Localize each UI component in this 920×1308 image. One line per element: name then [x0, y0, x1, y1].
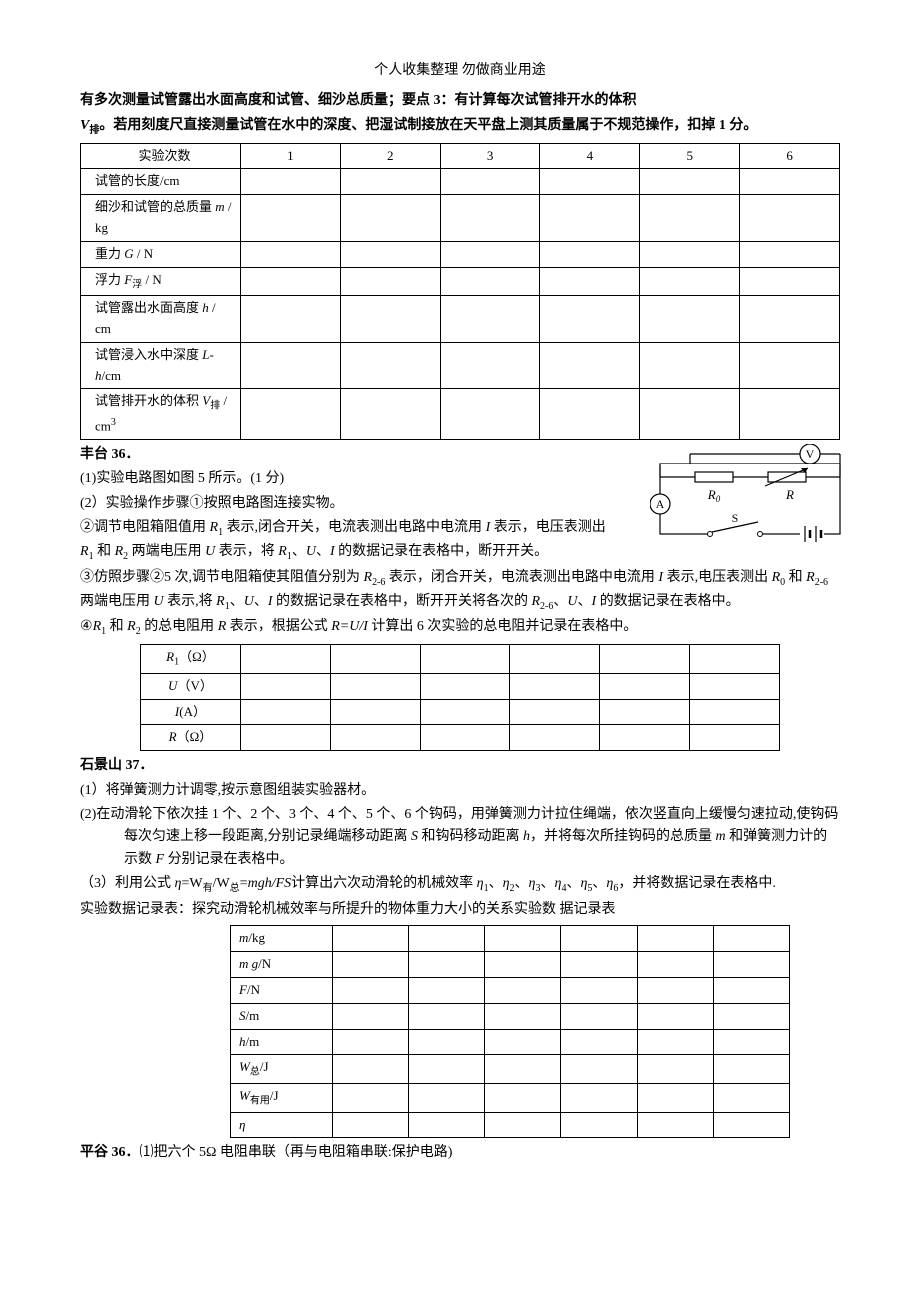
fengtai-l2: (2）实验操作步骤①按照电路图连接实物。 — [80, 493, 620, 515]
t1-r2: 细沙和试管的总质量 m / kg — [81, 195, 241, 242]
table-row: 重力 G / N — [81, 241, 840, 267]
t3-r0: m/kg — [231, 926, 333, 952]
table-row: 试管浸入水中深度 L-h/cm — [81, 342, 840, 389]
table-row: R（Ω） — [141, 725, 780, 751]
svg-text:A: A — [656, 497, 665, 511]
table-row: m/kg — [231, 926, 790, 952]
page-header: 个人收集整理 勿做商业用途 — [80, 60, 840, 82]
shijingshan-title: 石景山 37． — [80, 755, 840, 777]
t1-c2: 2 — [340, 143, 440, 169]
table-row: 实验次数 1 2 3 4 5 6 — [81, 143, 840, 169]
table-row: 试管排开水的体积 V排 / cm3 — [81, 389, 840, 440]
t1-c4: 4 — [540, 143, 640, 169]
pinggu-line: 平谷 36．⑴把六个 5Ω 电阻串联（再与电阻箱串联:保护电路) — [80, 1142, 840, 1164]
sjs-l3: （3）利用公式 η=W有/W总=mgh/FS计算出六次动滑轮的机械效率 η1、η… — [80, 873, 840, 897]
t3-r4: h/m — [231, 1029, 333, 1055]
fengtai-l5: ④R1 和 R2 的总电阻用 R 表示，根据公式 R=U/I 计算出 6 次实验… — [80, 616, 840, 640]
table-row: S/m — [231, 1003, 790, 1029]
t3-r1: m g/N — [231, 952, 333, 978]
t1-r1: 试管的长度/cm — [81, 169, 241, 195]
t1-r5: 试管露出水面高度 h / cm — [81, 296, 241, 343]
t2-r0: R1（Ω） — [141, 645, 241, 674]
v-sub: 排 — [89, 125, 99, 136]
svg-text:R0: R0 — [707, 487, 721, 504]
t1-r7: 试管排开水的体积 V排 / cm3 — [81, 389, 241, 440]
intro-line2-rest: 。若用刻度尺直接测量试管在水中的深度、把湿试制接放在天平盘上测其质量属于不规范操… — [99, 118, 757, 133]
t3-r6: W有用/J — [231, 1083, 333, 1112]
t3-r3: S/m — [231, 1003, 333, 1029]
sjs-l2: (2)在动滑轮下依次挂 1 个、2 个、3 个、4 个、5 个、6 个钩码，用弹… — [80, 804, 840, 871]
sjs-l1: (1）将弹簧测力计调零,按示意图组装实验器材。 — [80, 780, 840, 802]
circuit-diagram: V R0 R A S — [650, 444, 850, 554]
t1-r6: 试管浸入水中深度 L-h/cm — [81, 342, 241, 389]
pinggu-title: 平谷 36． — [80, 1145, 140, 1160]
svg-text:R: R — [785, 487, 794, 502]
table-row: W有用/J — [231, 1083, 790, 1112]
t3-r2: F/N — [231, 977, 333, 1003]
t1-c1: 1 — [241, 143, 341, 169]
svg-text:S: S — [732, 511, 739, 525]
t1-c3: 3 — [440, 143, 540, 169]
t1-r0-label: 实验次数 — [81, 143, 241, 169]
experiment-table-2: R1（Ω） U（V） I(A） R（Ω） — [140, 644, 780, 751]
v-symbol: V — [80, 118, 89, 133]
t2-r2: I(A） — [141, 699, 241, 725]
t1-c5: 5 — [640, 143, 740, 169]
experiment-table-1: 实验次数 1 2 3 4 5 6 试管的长度/cm 细沙和试管的总质量 m / … — [80, 143, 840, 440]
table-row: I(A） — [141, 699, 780, 725]
t1-r3: 重力 G / N — [81, 241, 241, 267]
table-row: R1（Ω） — [141, 645, 780, 674]
t2-r1: U（V） — [141, 673, 241, 699]
table-row: 浮力 F浮 / N — [81, 267, 840, 296]
t3-r5: W总/J — [231, 1055, 333, 1084]
pinggu-text: ⑴把六个 5Ω 电阻串联（再与电阻箱串联:保护电路) — [140, 1145, 453, 1160]
fengtai-l4: ③仿照步骤②5 次,调节电阻箱使其阻值分别为 R2-6 表示，闭合开关，电流表测… — [80, 567, 840, 615]
sjs-l4: 实验数据记录表：探究动滑轮机械效率与所提升的物体重力大小的关系实验数 据记录表 — [80, 899, 840, 921]
intro-line2: V排。若用刻度尺直接测量试管在水中的深度、把湿试制接放在天平盘上测其质量属于不规… — [80, 115, 840, 139]
table-row: U（V） — [141, 673, 780, 699]
t1-r4: 浮力 F浮 / N — [81, 267, 241, 296]
table-row: W总/J — [231, 1055, 790, 1084]
t1-c6: 6 — [740, 143, 840, 169]
table-row: h/m — [231, 1029, 790, 1055]
experiment-table-3: m/kg m g/N F/N S/m h/m W总/J W有用/J η — [230, 925, 790, 1138]
fengtai-l3: ②调节电阻箱阻值用 R1 表示,闭合开关，电流表测出电路中电流用 I 表示，电压… — [80, 517, 620, 565]
intro-line1: 有多次测量试管露出水面高度和试管、细沙总质量；要点 3：有计算每次试管排开水的体… — [80, 90, 840, 112]
table-row: η — [231, 1112, 790, 1138]
table-row: m g/N — [231, 952, 790, 978]
fengtai-l1: (1)实验电路图如图 5 所示。(1 分) — [80, 468, 620, 490]
table-row: 试管露出水面高度 h / cm — [81, 296, 840, 343]
svg-text:V: V — [806, 447, 815, 461]
t2-r3: R（Ω） — [141, 725, 241, 751]
table-row: F/N — [231, 977, 790, 1003]
table-row: 细沙和试管的总质量 m / kg — [81, 195, 840, 242]
table-row: 试管的长度/cm — [81, 169, 840, 195]
t3-r7: η — [231, 1112, 333, 1138]
fengtai-section: 丰台 36． V R0 R A S — [80, 444, 840, 640]
